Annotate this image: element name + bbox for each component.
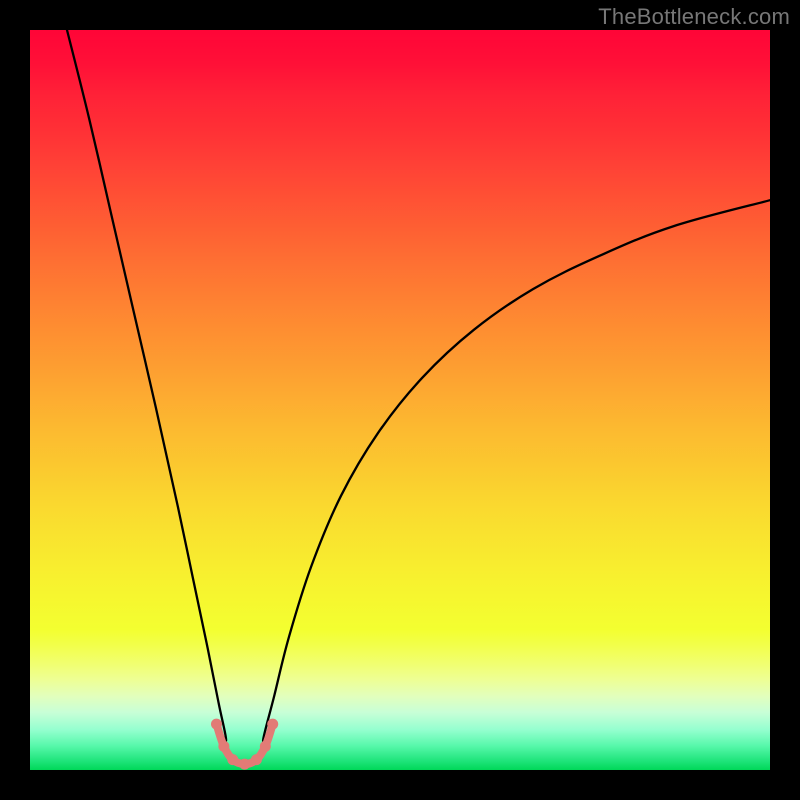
notch-marker-dot <box>239 759 250 770</box>
notch-marker-dot <box>251 754 262 765</box>
notch-marker-dot <box>267 719 278 730</box>
notch-marker-dot <box>227 754 238 765</box>
watermark-text: TheBottleneck.com <box>598 4 790 30</box>
chart-root: TheBottleneck.com <box>0 0 800 800</box>
notch-marker-dot <box>260 741 271 752</box>
bottleneck-chart <box>0 0 800 800</box>
notch-marker-dot <box>218 741 229 752</box>
plot-background <box>30 30 770 770</box>
notch-marker-dot <box>211 719 222 730</box>
